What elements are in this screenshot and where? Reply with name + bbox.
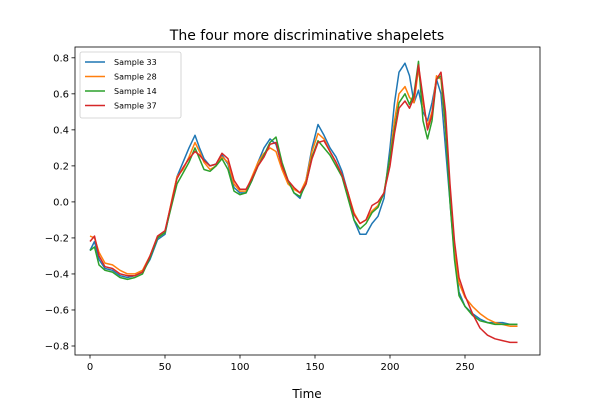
x-tick-label: 200 xyxy=(380,362,399,373)
y-tick-label: 0.6 xyxy=(53,89,69,100)
legend-label: Sample 33 xyxy=(114,58,157,67)
y-tick-label: −0.6 xyxy=(45,305,69,316)
legend-label: Sample 37 xyxy=(114,102,157,111)
y-tick-label: −0.2 xyxy=(45,233,69,244)
x-tick-label: 50 xyxy=(159,362,172,373)
y-tick-label: 0.0 xyxy=(53,197,69,208)
y-axis: −0.8 −0.6 −0.4 −0.2 0.0 0.2 0.4 0.6 0.8 xyxy=(45,53,75,352)
y-tick-label: −0.8 xyxy=(45,341,69,352)
y-tick-label: 0.4 xyxy=(53,125,69,136)
plot-frame xyxy=(74,46,541,356)
y-tick-label: 0.2 xyxy=(53,161,69,172)
legend-label: Sample 28 xyxy=(114,73,157,82)
plot-area xyxy=(74,46,541,356)
legend-box xyxy=(79,51,182,119)
x-axis: 0 50 100 150 200 250 xyxy=(87,355,475,373)
x-tick-label: 100 xyxy=(230,362,249,373)
y-tick-label: −0.4 xyxy=(45,269,69,280)
legend: Sample 33 Sample 28 Sample 14 Sample 37 xyxy=(79,51,182,119)
legend-label: Sample 14 xyxy=(114,87,157,96)
x-tick-label: 250 xyxy=(455,362,474,373)
series-line-sample-37 xyxy=(89,64,518,344)
y-tick-label: 0.8 xyxy=(53,53,69,64)
x-axis-label: Time xyxy=(291,387,321,400)
x-tick-label: 0 xyxy=(87,362,93,373)
x-tick-label: 150 xyxy=(305,362,324,373)
chart-title: The four more discriminative shapelets xyxy=(169,28,444,44)
